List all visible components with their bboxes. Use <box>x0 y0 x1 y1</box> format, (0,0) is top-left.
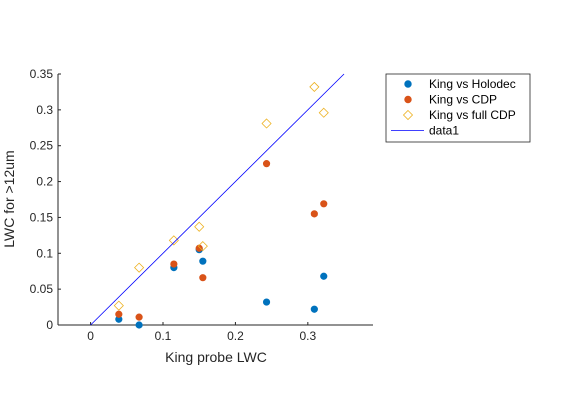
data-point <box>197 241 208 252</box>
legend-swatch <box>404 95 412 104</box>
data-point <box>194 221 205 232</box>
legend-swatch <box>404 80 412 88</box>
data-point <box>135 313 143 321</box>
data-point <box>170 260 178 268</box>
y-tick-label: 0.1 <box>36 246 53 260</box>
y-tick-label: 0.15 <box>30 210 54 224</box>
legend-swatch <box>402 109 414 121</box>
x-tick-label: 0.3 <box>299 329 316 343</box>
y-tick-label: 0.3 <box>36 103 53 117</box>
series-full-cdp <box>113 81 329 311</box>
legend-entry: King vs Holodec <box>429 77 516 91</box>
x-tick-label: 0 <box>87 329 94 343</box>
data-point <box>318 107 329 118</box>
y-tick-label: 0.05 <box>30 282 54 296</box>
data-point <box>113 300 124 311</box>
legend-entry: King vs CDP <box>429 93 497 107</box>
data-point <box>199 274 207 282</box>
x-axis-label: King probe LWC <box>165 349 267 365</box>
data-marks <box>90 73 345 329</box>
series-line <box>90 73 345 326</box>
data-point <box>262 298 271 306</box>
y-tick-label: 0.35 <box>30 67 54 81</box>
series-data1 <box>90 73 345 326</box>
series-holodec <box>115 246 328 329</box>
plot-area <box>57 74 373 326</box>
data-point <box>135 321 143 329</box>
data-point <box>168 235 179 246</box>
series-cdp <box>115 160 328 321</box>
y-tick-label: 0 <box>46 318 53 332</box>
data-point <box>199 257 207 265</box>
data-point <box>134 262 145 273</box>
data-point <box>320 272 328 280</box>
data-point <box>310 305 318 313</box>
data-point <box>309 81 320 92</box>
data-point <box>261 118 272 129</box>
x-tick-label: 0.2 <box>227 329 244 343</box>
data-point <box>115 310 123 318</box>
axis-ticks: 0 0.1 0.2 0.3 0 0.05 0.1 0.15 0.2 0.25 0.3 0.35 <box>30 67 317 343</box>
data-point <box>262 160 271 168</box>
data-point <box>320 200 328 208</box>
y-tick-label: 0.2 <box>36 175 53 189</box>
legend-entry: data1 <box>429 124 459 138</box>
data-point <box>195 244 203 252</box>
legend-entry: King vs full CDP <box>429 108 516 122</box>
y-axis-label: LWC for >12um <box>1 150 17 247</box>
x-tick-label: 0.1 <box>155 329 172 343</box>
y-tick-label: 0.25 <box>30 139 54 153</box>
data-point <box>310 210 318 218</box>
